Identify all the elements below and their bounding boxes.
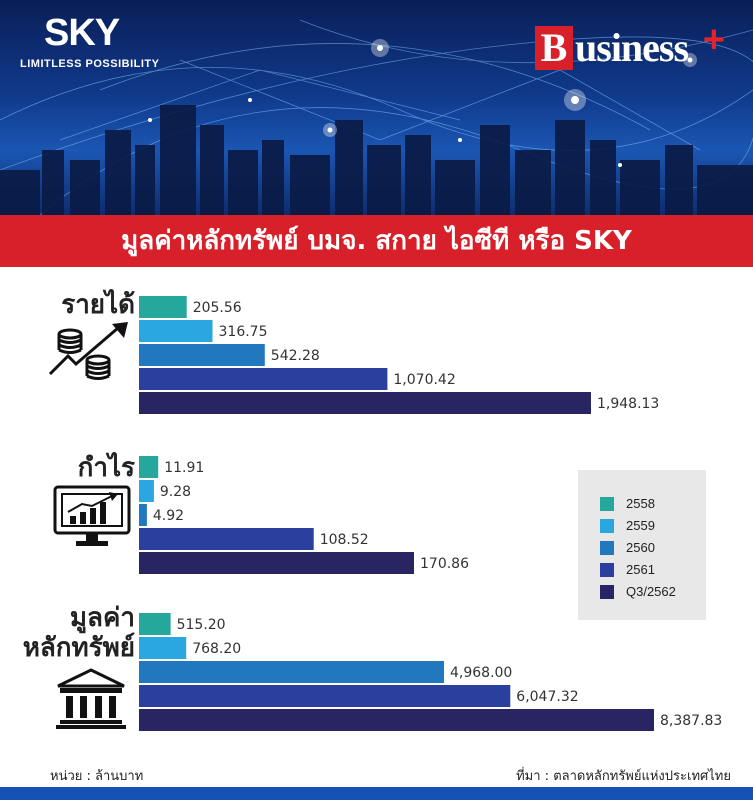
profit-value-label: 170.86: [420, 556, 469, 572]
revenue-bar-2561: [139, 368, 388, 390]
market-value-label-line2: หลักทรัพย์: [22, 633, 135, 663]
revenue-bar-2559: [139, 320, 213, 342]
profit-value-label: 11.91: [164, 460, 204, 476]
legend-label-q3-2562: Q3/2562: [626, 584, 676, 599]
profit-value-label: 4.92: [153, 508, 184, 524]
unit-note: หน่วย : ล้านบาท: [50, 769, 144, 784]
market-value-value-label: 768.20: [192, 641, 241, 657]
market-value-value-label: 4,968.00: [450, 665, 512, 681]
revenue-value-label: 1,948.13: [597, 396, 659, 412]
market-value-bar-2560: [139, 661, 444, 683]
city-network-background: [0, 19, 753, 215]
bottom-stripe: [0, 787, 753, 800]
coins-growth-icon: [48, 322, 128, 380]
title-bar: มูลค่าหลักทรัพย์ บมจ. สกาย ไอซีที หรือ S…: [0, 215, 753, 267]
legend: 2558 2559 2560 2561 Q3/2562: [578, 470, 706, 620]
revenue-bar-2560: [139, 344, 265, 366]
revenue-bar-2558: [139, 296, 187, 318]
chart-title: มูลค่าหลักทรัพย์ บมจ. สกาย ไอซีที หรือ S…: [121, 226, 632, 256]
legend-label-2558: 2558: [626, 496, 655, 511]
sky-logo: SKY: [44, 12, 120, 54]
brand-plus-mark: +: [702, 19, 725, 61]
profit-label: กำไร: [77, 453, 135, 483]
market-value-bar-group: 515.20 768.20 4,968.006,047.32 8,387.83: [139, 613, 722, 731]
profit-bar-q3-2562: [139, 552, 414, 574]
profit-bar-group: 11.91 9.28 4.92 108.52 170.86: [139, 456, 469, 574]
profit-value-label: 108.52: [320, 532, 369, 548]
profit-bar-2561: [139, 528, 314, 550]
legend-swatch-2561: [600, 563, 614, 577]
profit-bar-2558: [139, 456, 159, 478]
logo-tagline: LIMITLESS POSSIBILITY: [20, 58, 160, 70]
legend-swatch-2559: [600, 519, 614, 533]
revenue-value-label: 316.75: [219, 324, 268, 340]
header-banner: SKY LIMITLESS POSSIBILITY B usiness +: [0, 0, 753, 215]
legend-label-2561: 2561: [626, 562, 655, 577]
revenue-value-label: 205.56: [193, 300, 242, 316]
legend-label-2559: 2559: [626, 518, 655, 533]
market-value-value-label: 515.20: [177, 617, 226, 633]
profit-bar-2559: [139, 480, 154, 502]
profit-value-label: 9.28: [160, 484, 191, 500]
market-value-bar-2558: [139, 613, 171, 635]
legend-swatch-q3-2562: [600, 585, 614, 599]
market-value-label-line1: มูลค่า: [69, 603, 135, 633]
market-value-bar-q3-2562: [139, 709, 654, 731]
revenue-value-label: 542.28: [271, 348, 320, 364]
bank-building-icon: [56, 668, 126, 729]
legend-swatch-2558: [600, 497, 614, 511]
brand-word: usiness: [575, 25, 689, 70]
revenue-bar-q3-2562: [139, 392, 591, 414]
market-value-value-label: 6,047.32: [516, 689, 578, 705]
business-plus-logo: B usiness +: [535, 20, 725, 72]
market-value-bar-2559: [139, 637, 187, 659]
market-value-value-label: 8,387.83: [660, 713, 722, 729]
brand-b-mark: B: [535, 26, 573, 70]
legend-label-2560: 2560: [626, 540, 655, 555]
market-value-bar-2561: [139, 685, 511, 707]
monitor-chart-icon: [53, 485, 131, 546]
revenue-value-label: 1,070.42: [393, 372, 455, 388]
source-note: ที่มา : ตลาดหลักทรัพย์แห่งประเทศไทย: [516, 769, 731, 784]
profit-bar-2560: [139, 504, 147, 526]
revenue-label: รายได้: [61, 290, 135, 320]
legend-swatch-2560: [600, 541, 614, 555]
